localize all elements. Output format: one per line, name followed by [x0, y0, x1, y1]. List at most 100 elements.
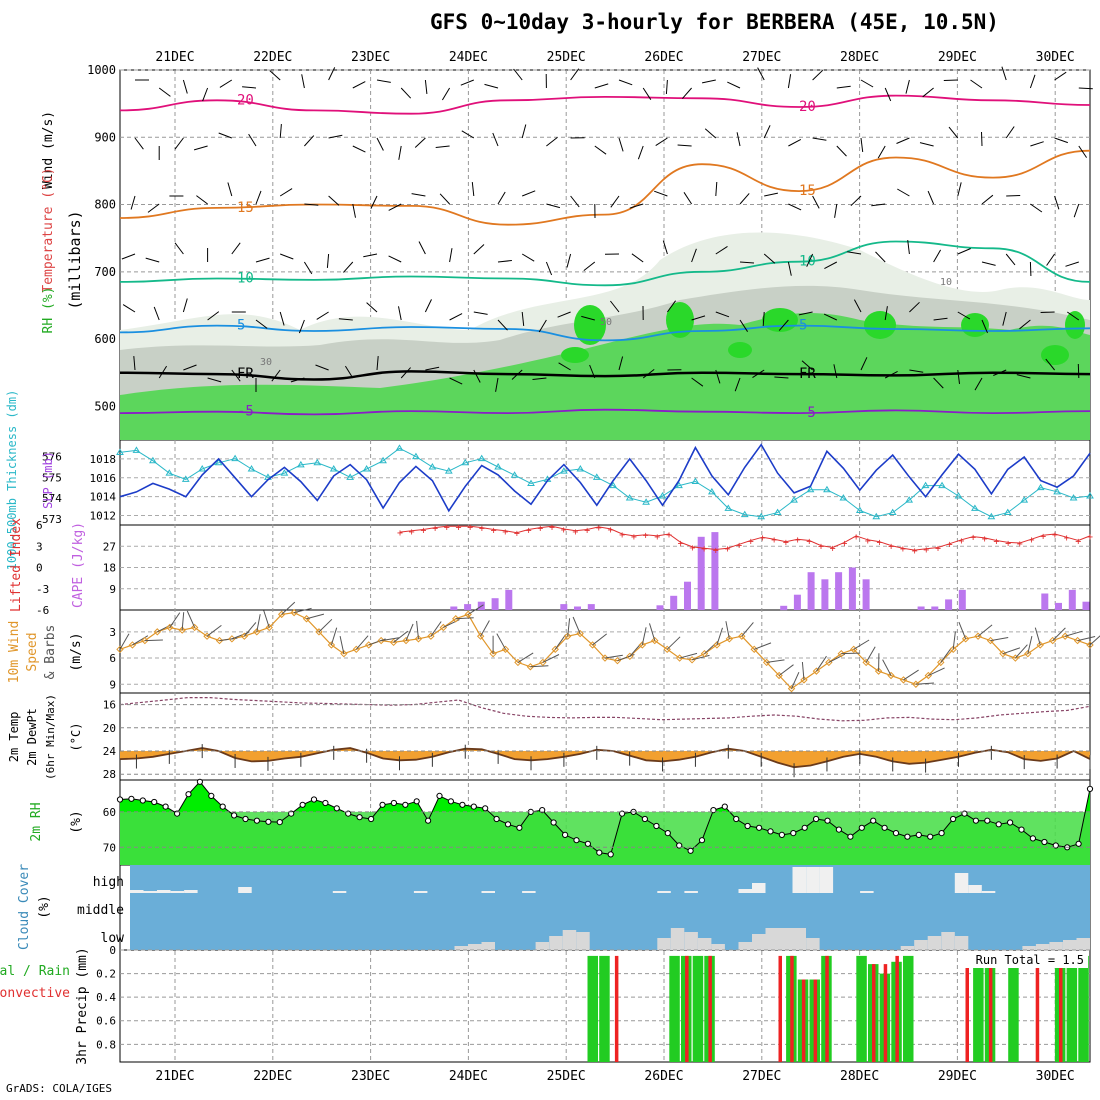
- rh2m-point: [813, 815, 820, 823]
- surface-wind-barb: [430, 621, 442, 637]
- wind-barb: [495, 377, 499, 392]
- rh2m-point: [653, 822, 660, 830]
- wind-barb: [174, 137, 184, 150]
- cloud-bar-high: [860, 891, 874, 893]
- wind-barb: [762, 311, 765, 327]
- pressure-tick-label: 800: [94, 198, 116, 212]
- lifted-index-point: +: [748, 537, 754, 548]
- thickness-point: [790, 496, 798, 503]
- surface-wind-barb: [853, 639, 870, 650]
- rh2m-point: [436, 792, 443, 800]
- surface-wind-barb: [530, 665, 549, 668]
- wind-barb: [279, 124, 282, 139]
- day-label-bottom: 26DEC: [644, 1069, 683, 1084]
- lifted-index-point: +: [736, 540, 742, 551]
- wind-barb: [376, 356, 379, 371]
- rh2m-point: [790, 830, 797, 837]
- rh2m-point: [242, 815, 249, 823]
- pressure-tick-label: 900: [94, 130, 116, 144]
- wind-barb: [787, 74, 792, 89]
- rh2m-point: [756, 824, 763, 831]
- wind-barb: [279, 188, 293, 197]
- panel-frame-temp: [119, 692, 1091, 781]
- wind-barb: [860, 79, 874, 88]
- cape-axis-label: CAPE (J/kg): [71, 522, 86, 608]
- thickness-point: [905, 496, 914, 503]
- wind-barb: [691, 315, 706, 321]
- wind-barb: [974, 377, 983, 391]
- wind-barb: [521, 311, 525, 326]
- wind-barb: [1029, 74, 1036, 89]
- precip-total-bar: [1066, 955, 1078, 1062]
- cloud-background: [130, 865, 1090, 950]
- lifted-index-tick-label: 3: [36, 540, 43, 553]
- surface-wind-barb: [766, 659, 785, 663]
- thickness-point: [214, 458, 223, 466]
- surface-wind-barb: [940, 647, 952, 663]
- wind-barb: [473, 311, 488, 315]
- wind-barb: [1005, 253, 1016, 266]
- cloud-bar-low: [1035, 944, 1050, 950]
- wind-barb: [691, 377, 704, 387]
- wind-speed-point: [1024, 649, 1032, 658]
- lifted-index-point: +: [982, 534, 988, 545]
- rh2m-point: [687, 847, 694, 854]
- wind-barb: [328, 195, 340, 206]
- temperature-area: [120, 748, 1090, 768]
- wind-barb: [806, 253, 814, 267]
- wind-barb: [471, 182, 475, 197]
- wind-speed-point: [526, 663, 535, 671]
- lifted-index-point: +: [806, 537, 812, 548]
- rh2m-point: [322, 799, 329, 807]
- rh2m-point: [904, 833, 911, 840]
- thickness-point: [773, 508, 782, 516]
- surface-wind-barb: [119, 633, 130, 650]
- surface-wind-barb: [381, 637, 399, 642]
- cloud-bar-high: [806, 867, 820, 893]
- cloud-bar-high: [752, 883, 766, 893]
- rh2m-point: [698, 837, 706, 844]
- wind-barb: [943, 79, 958, 81]
- surface-wind-barb: [132, 635, 149, 646]
- wind-speed-point: [166, 623, 174, 632]
- lifted-index-point: +: [830, 544, 836, 555]
- rh-shade-bright: [574, 305, 606, 345]
- lifted-index-point: +: [888, 542, 894, 553]
- wind-barb: [147, 203, 160, 213]
- slp-line: [119, 443, 1091, 513]
- thickness-point: [132, 446, 141, 453]
- wind-barb: [798, 311, 813, 316]
- isotherm-line: [119, 240, 1091, 287]
- wind-barb: [414, 137, 426, 148]
- wind-speed-point: [700, 649, 709, 658]
- rh2m-point: [425, 817, 432, 824]
- wind-barb: [683, 192, 693, 205]
- wind-barb: [583, 261, 596, 271]
- thickness-point: [740, 510, 749, 518]
- wind-barb: [618, 137, 624, 152]
- cloud-bar-low: [1076, 938, 1090, 950]
- day-label-top: 23DEC: [351, 50, 390, 65]
- rh2m-point: [1007, 819, 1014, 826]
- lifted-index-point: +: [993, 537, 999, 548]
- cape-bar: [917, 606, 925, 610]
- surface-wind-barb: [355, 635, 369, 650]
- rh2m-point: [310, 796, 318, 803]
- lifted-index-point: +: [970, 533, 976, 544]
- lifted-index-point: +: [1064, 533, 1070, 544]
- surface-wind-barb: [604, 654, 623, 659]
- wind-barb: [174, 242, 184, 255]
- wind-barb: [484, 83, 499, 89]
- rh2m-point: [995, 821, 1002, 828]
- cloud-bar-low: [697, 938, 712, 950]
- rh-shade-bright: [1041, 345, 1069, 365]
- surface-wind-barb: [958, 621, 967, 640]
- wind-barb: [231, 369, 241, 382]
- wind-barb: [763, 253, 776, 264]
- cloud-bar-high: [981, 891, 996, 893]
- lifted-index-point: +: [619, 530, 625, 541]
- cloud-bar-low: [738, 942, 752, 950]
- wind-barb: [715, 369, 721, 384]
- thickness-point: [839, 494, 848, 501]
- wind-barb: [853, 299, 862, 313]
